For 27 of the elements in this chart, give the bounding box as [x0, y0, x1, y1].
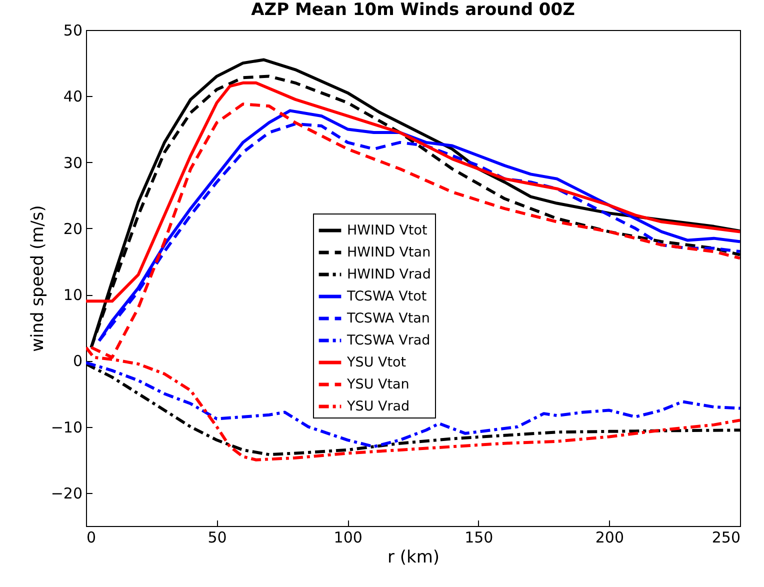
y-axis-title: wind speed (m/s) [28, 205, 48, 352]
y-tick-label: 50 [63, 22, 82, 40]
x-tick-label: 200 [595, 528, 624, 546]
x-axis-title: r (km) [387, 548, 440, 568]
x-tick-label: 100 [334, 528, 362, 546]
y-tick-label: 30 [63, 154, 82, 172]
y-tick-label: 0 [72, 352, 82, 370]
legend-label: YSU Vtan [346, 376, 410, 393]
x-tick-label: 0 [86, 528, 96, 546]
y-tick-label: −10 [50, 418, 82, 436]
legend-label: HWIND Vtan [347, 244, 431, 261]
legend-label: YSU Vtot [346, 354, 406, 371]
chart-title: AZP Mean 10m Winds around 00Z [251, 0, 575, 20]
legend-label: TCSWA Vtan [346, 310, 430, 327]
legend-label: YSU Vrad [346, 398, 410, 415]
legend-label: HWIND Vtot [347, 222, 428, 239]
x-tick-label: 150 [464, 528, 494, 546]
legend-label: TCSWA Vtot [346, 288, 427, 305]
y-tick-label: 40 [63, 88, 82, 106]
line-series [86, 81, 740, 303]
y-tick-label: 20 [63, 220, 82, 238]
legend-label: HWIND Vrad [347, 266, 431, 283]
x-tick-label: 250 [712, 528, 740, 546]
x-tick-label: 50 [208, 528, 227, 546]
y-tick-label: 10 [63, 286, 82, 304]
legend-label: TCSWA Vrad [346, 332, 430, 349]
y-tick-label: −20 [50, 484, 82, 502]
